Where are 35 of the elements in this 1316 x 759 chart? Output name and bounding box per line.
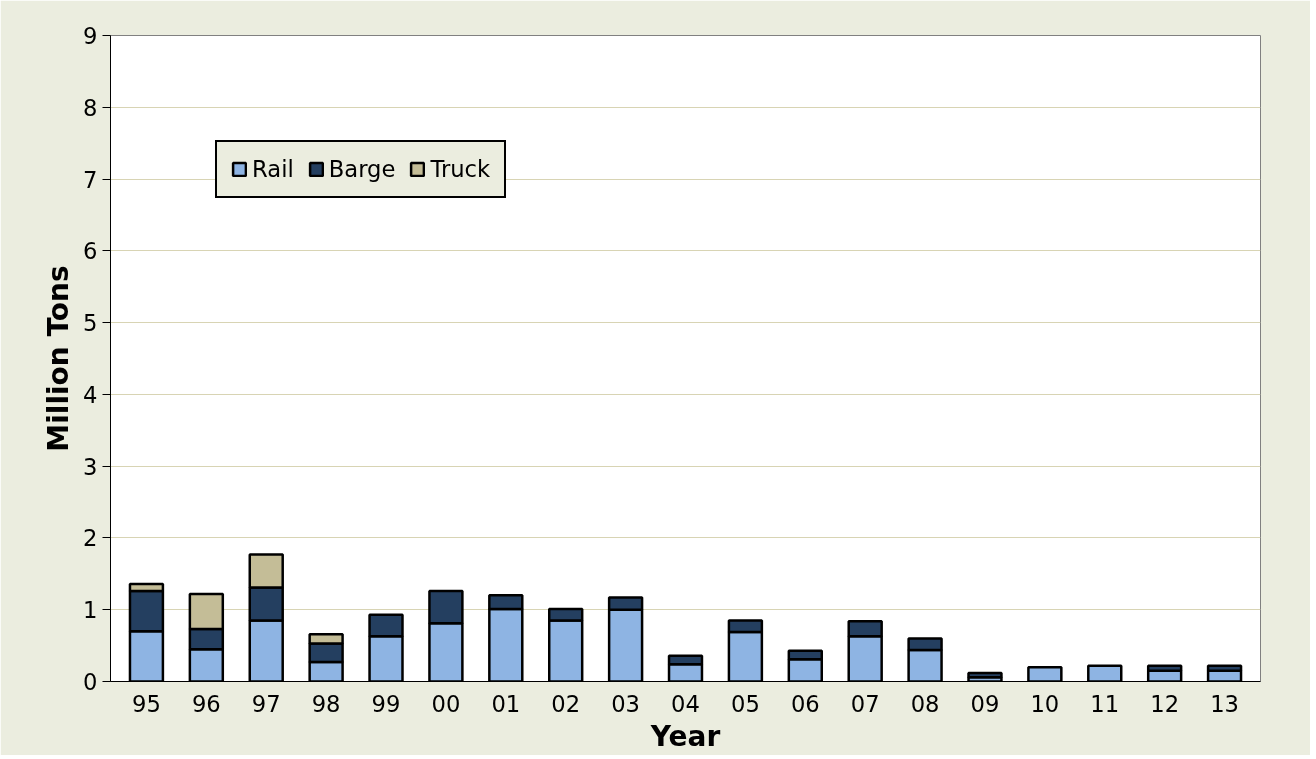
x-tick-label: 05	[730, 690, 760, 717]
y-tick-label: 8	[83, 94, 98, 121]
x-tick-label: 95	[132, 690, 161, 717]
y-tick-label: 6	[83, 238, 98, 265]
x-tick-label: 98	[311, 690, 341, 717]
bar	[967, 671, 1003, 679]
y-tick-label: 4	[83, 381, 98, 408]
y-tick-label: 7	[83, 166, 98, 193]
y-axis-title: Million Tons	[42, 265, 76, 452]
y-tick-label: 1	[83, 597, 98, 624]
x-tick-label: 10	[1030, 690, 1060, 717]
x-tick-label: 13	[1210, 690, 1239, 717]
y-tick-label: 5	[83, 310, 98, 337]
y-tick-label: 3	[83, 453, 98, 480]
legend-label: Rail	[252, 156, 294, 182]
legend-label: Truck	[430, 156, 491, 182]
x-tick-label: 04	[671, 690, 700, 717]
y-tick-label: 2	[83, 525, 98, 552]
y-tick-label: 0	[83, 669, 98, 695]
x-tick-label: 00	[431, 690, 461, 717]
x-tick-label: 08	[910, 690, 940, 717]
x-tick-label: 01	[491, 690, 521, 717]
x-tick-label: 03	[611, 690, 641, 717]
x-tick-label: 99	[371, 690, 401, 717]
y-tick-label: 9	[83, 23, 98, 49]
legend-label: Barge	[328, 156, 396, 182]
x-axis-title: Year	[649, 719, 721, 753]
x-tick-label: 07	[850, 690, 880, 717]
x-tick-label: 97	[251, 690, 281, 717]
x-tick-label: 02	[551, 690, 581, 717]
x-tick-label: 09	[970, 690, 1000, 717]
x-tick-label: 12	[1150, 690, 1180, 717]
x-tick-label: 06	[790, 690, 820, 717]
x-tick-label: 11	[1090, 690, 1120, 717]
x-tick-label: 96	[191, 690, 221, 717]
